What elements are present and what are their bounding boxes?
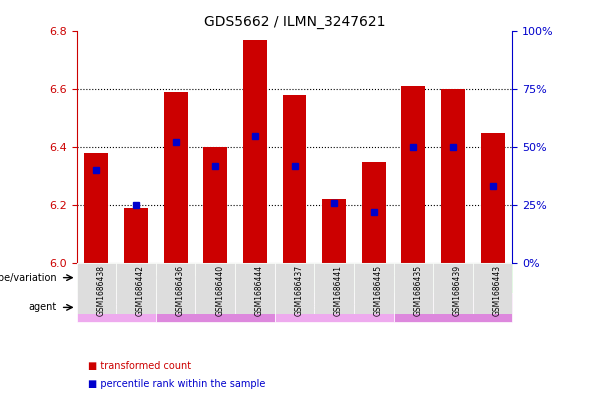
Bar xyxy=(441,89,465,263)
Bar xyxy=(283,95,306,263)
Bar xyxy=(481,133,505,263)
Text: ■ transformed count: ■ transformed count xyxy=(88,362,191,371)
FancyBboxPatch shape xyxy=(315,263,354,314)
FancyBboxPatch shape xyxy=(77,292,156,322)
Text: control: control xyxy=(374,273,413,283)
Text: GSM1686437: GSM1686437 xyxy=(294,265,303,316)
Text: estrogen: estrogen xyxy=(309,302,359,312)
FancyBboxPatch shape xyxy=(393,263,433,314)
Text: GSM1686438: GSM1686438 xyxy=(97,265,105,316)
FancyBboxPatch shape xyxy=(77,263,116,314)
FancyBboxPatch shape xyxy=(473,263,512,314)
FancyBboxPatch shape xyxy=(77,263,274,292)
FancyBboxPatch shape xyxy=(196,263,235,314)
Text: GSM1686442: GSM1686442 xyxy=(136,265,145,316)
Text: estrogen: estrogen xyxy=(91,302,141,312)
Bar xyxy=(402,86,425,263)
Bar xyxy=(84,153,108,263)
FancyBboxPatch shape xyxy=(274,263,315,314)
Text: GSM1686443: GSM1686443 xyxy=(492,265,502,316)
Text: GSM1686441: GSM1686441 xyxy=(334,265,343,316)
Text: control: control xyxy=(434,302,472,312)
Text: GSM1686439: GSM1686439 xyxy=(453,265,462,316)
Text: GSM1686445: GSM1686445 xyxy=(374,265,383,316)
FancyBboxPatch shape xyxy=(354,263,393,314)
FancyBboxPatch shape xyxy=(393,292,512,322)
Bar xyxy=(203,147,227,263)
Text: GSM1686435: GSM1686435 xyxy=(413,265,422,316)
Bar xyxy=(124,208,148,263)
Title: GDS5662 / ILMN_3247621: GDS5662 / ILMN_3247621 xyxy=(204,15,385,29)
Bar xyxy=(164,92,187,263)
Text: GSM1686444: GSM1686444 xyxy=(255,265,264,316)
Bar xyxy=(362,162,386,263)
Text: genotype/variation: genotype/variation xyxy=(0,273,57,283)
FancyBboxPatch shape xyxy=(433,263,473,314)
FancyBboxPatch shape xyxy=(156,292,274,322)
Bar xyxy=(243,40,267,263)
FancyBboxPatch shape xyxy=(116,263,156,314)
FancyBboxPatch shape xyxy=(274,263,512,292)
Bar xyxy=(322,199,346,263)
Text: control: control xyxy=(196,302,234,312)
Text: GSM1686436: GSM1686436 xyxy=(176,265,184,316)
FancyBboxPatch shape xyxy=(156,263,196,314)
Text: KDM3A knockdown: KDM3A knockdown xyxy=(123,273,229,283)
Text: agent: agent xyxy=(28,302,57,312)
FancyBboxPatch shape xyxy=(235,263,274,314)
Text: ■ percentile rank within the sample: ■ percentile rank within the sample xyxy=(88,379,266,389)
FancyBboxPatch shape xyxy=(274,292,393,322)
Text: GSM1686440: GSM1686440 xyxy=(215,265,224,316)
